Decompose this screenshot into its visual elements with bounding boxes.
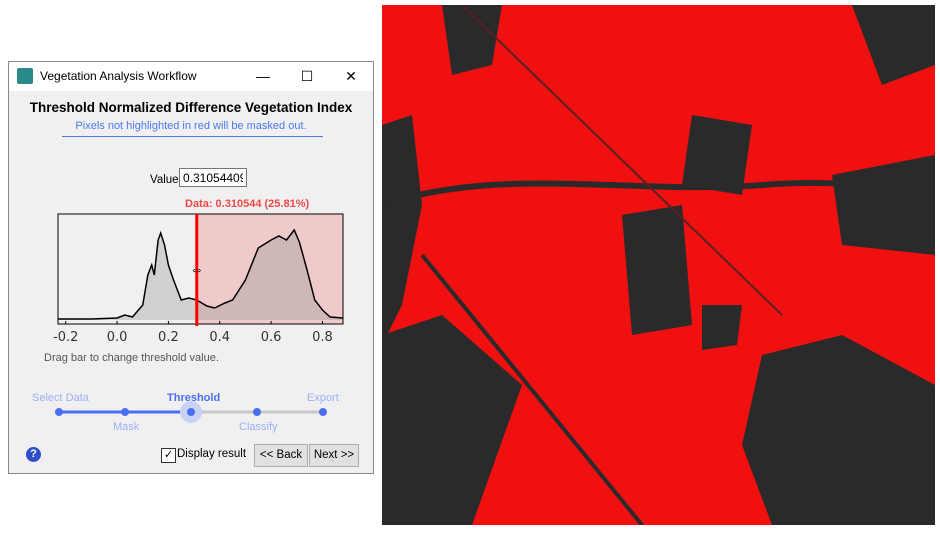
workflow-dialog: Vegetation Analysis Workflow — ☐ ✕ Thres… bbox=[8, 61, 374, 474]
close-button[interactable]: ✕ bbox=[345, 68, 357, 84]
resize-cursor-icon: ⇔ bbox=[190, 261, 204, 277]
drag-hint: Drag bar to change threshold value. bbox=[44, 352, 219, 364]
step-export[interactable]: Export bbox=[307, 392, 339, 404]
maximize-button[interactable]: ☐ bbox=[300, 68, 314, 84]
step-progress bbox=[55, 401, 327, 423]
minimize-button[interactable]: — bbox=[256, 68, 270, 84]
divider bbox=[62, 136, 323, 137]
step-dot[interactable] bbox=[253, 408, 261, 416]
window-title: Vegetation Analysis Workflow bbox=[40, 69, 197, 83]
x-tick-label: 0.6 bbox=[261, 330, 282, 345]
x-tick-label: -0.2 bbox=[53, 330, 78, 345]
step-classify[interactable]: Classify bbox=[239, 421, 278, 433]
step-dot[interactable] bbox=[187, 408, 195, 416]
histogram-chart[interactable]: ⇔ -0.2 0.0 0.2 0.4 0.6 0.8 bbox=[49, 210, 359, 350]
x-tick-label: 0.2 bbox=[158, 330, 179, 345]
title-bar: Vegetation Analysis Workflow — ☐ ✕ bbox=[9, 62, 373, 91]
app-icon bbox=[17, 68, 33, 84]
x-tick-label: 0.4 bbox=[209, 330, 230, 345]
histogram-area bbox=[58, 230, 343, 320]
next-button[interactable]: Next >> bbox=[309, 444, 359, 467]
step-dot[interactable] bbox=[319, 408, 327, 416]
help-icon[interactable]: ? bbox=[26, 447, 41, 462]
page-subtitle: Pixels not highlighted in red will be ma… bbox=[75, 120, 307, 132]
step-mask[interactable]: Mask bbox=[113, 421, 140, 433]
threshold-data-label: Data: 0.310544 (25.81%) bbox=[185, 198, 310, 210]
masked-dark-regions bbox=[382, 5, 935, 525]
step-threshold[interactable]: Threshold bbox=[167, 392, 221, 404]
step-dot[interactable] bbox=[55, 408, 63, 416]
value-label: Value bbox=[150, 174, 179, 186]
display-result-label[interactable]: Display result bbox=[177, 448, 247, 460]
step-select-data[interactable]: Select Data bbox=[32, 392, 89, 404]
road bbox=[420, 253, 644, 525]
threshold-value-input[interactable] bbox=[179, 168, 247, 187]
page-title: Threshold Normalized Difference Vegetati… bbox=[29, 100, 353, 115]
river bbox=[382, 179, 935, 208]
x-tick-label: 0.8 bbox=[312, 330, 333, 345]
ndvi-mask-image bbox=[382, 5, 935, 525]
display-result-checkbox[interactable]: ✓ bbox=[161, 448, 176, 463]
step-dot[interactable] bbox=[121, 408, 129, 416]
plot-border bbox=[57, 213, 344, 325]
road bbox=[461, 5, 783, 316]
back-button[interactable]: << Back bbox=[254, 444, 308, 467]
x-tick-label: 0.0 bbox=[107, 330, 128, 345]
